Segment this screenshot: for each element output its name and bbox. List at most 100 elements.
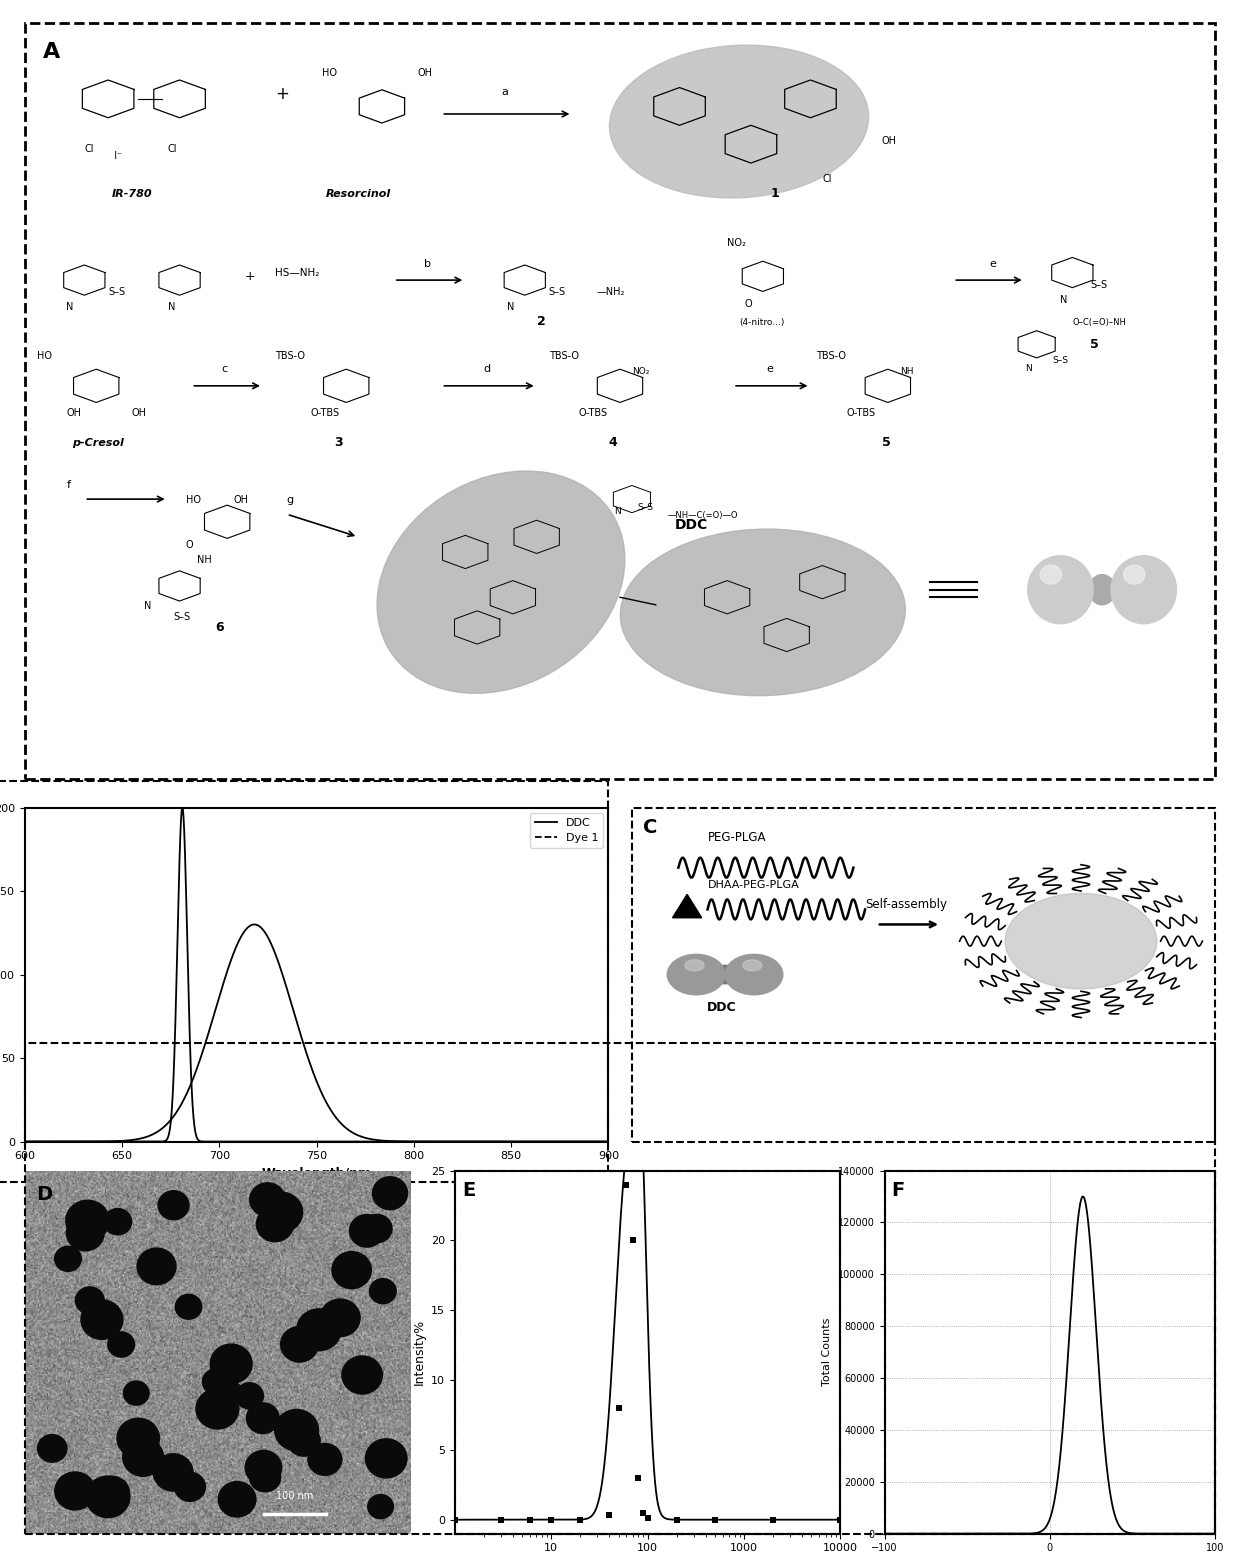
Text: c: c — [221, 364, 227, 374]
Text: S–S: S–S — [174, 612, 191, 621]
Text: b: b — [424, 258, 430, 268]
Ellipse shape — [1040, 565, 1061, 584]
Point — [609, 1395, 629, 1420]
Point — [831, 1507, 851, 1532]
Text: p-Cresol: p-Cresol — [72, 438, 124, 448]
Text: 5: 5 — [1090, 338, 1099, 350]
Dye 1 — [47, 1132, 62, 1151]
Text: HS—NH₂: HS—NH₂ — [275, 268, 319, 279]
Text: S–S: S–S — [1090, 280, 1107, 290]
Point — [570, 1507, 590, 1532]
Text: DDC: DDC — [675, 518, 708, 532]
Circle shape — [280, 1327, 319, 1362]
Text: O-TBS: O-TBS — [578, 408, 608, 417]
Circle shape — [108, 1331, 134, 1358]
Point — [491, 1507, 511, 1532]
Circle shape — [257, 1207, 294, 1241]
Circle shape — [211, 1344, 252, 1384]
Circle shape — [247, 1403, 279, 1434]
Text: S–S: S–S — [548, 286, 565, 297]
Text: Cl: Cl — [822, 174, 832, 184]
Ellipse shape — [684, 959, 704, 972]
Circle shape — [216, 1381, 243, 1408]
Text: NH: NH — [197, 556, 212, 565]
Text: 100 nm: 100 nm — [277, 1492, 314, 1501]
Circle shape — [218, 1482, 255, 1517]
Point — [599, 1503, 619, 1527]
Circle shape — [274, 1409, 319, 1451]
Polygon shape — [672, 894, 702, 917]
Text: C: C — [644, 817, 657, 836]
Circle shape — [202, 1369, 231, 1395]
Point — [706, 1507, 725, 1532]
Text: I⁻: I⁻ — [108, 151, 123, 162]
Circle shape — [66, 1200, 109, 1241]
DDC — [47, 1132, 62, 1151]
Legend: DDC, Dye 1: DDC, Dye 1 — [531, 813, 603, 847]
Text: OH: OH — [418, 69, 433, 78]
DDC — [584, 1132, 599, 1151]
Text: N: N — [507, 302, 515, 313]
Text: Cl: Cl — [84, 143, 94, 154]
Text: Self-assembly: Self-assembly — [866, 898, 947, 911]
Text: Resorcinol: Resorcinol — [325, 188, 391, 199]
Text: NO₂: NO₂ — [727, 238, 746, 248]
Circle shape — [117, 1418, 160, 1459]
Text: S–S: S–S — [108, 286, 125, 297]
Ellipse shape — [1089, 575, 1115, 604]
Ellipse shape — [743, 959, 761, 972]
Ellipse shape — [1006, 894, 1157, 989]
Point — [616, 1172, 636, 1197]
Circle shape — [260, 1193, 303, 1233]
Text: 2: 2 — [537, 316, 546, 329]
Text: 5: 5 — [882, 436, 890, 450]
DDC — [584, 1132, 599, 1151]
Circle shape — [368, 1495, 393, 1518]
Line: Dye 1: Dye 1 — [25, 808, 609, 1141]
Text: IR-780: IR-780 — [112, 188, 153, 199]
Ellipse shape — [712, 965, 738, 984]
Circle shape — [124, 1381, 149, 1404]
Text: +: + — [275, 86, 289, 103]
Circle shape — [159, 1191, 188, 1219]
Ellipse shape — [1028, 556, 1094, 624]
Circle shape — [154, 1454, 193, 1492]
Text: f: f — [67, 480, 71, 490]
Circle shape — [104, 1208, 131, 1235]
Dye 1 — [601, 1132, 616, 1151]
Circle shape — [308, 1443, 342, 1476]
Circle shape — [236, 1383, 263, 1409]
Text: S–S: S–S — [637, 503, 653, 512]
Text: —NH—C(=O)—O: —NH—C(=O)—O — [667, 511, 738, 520]
Circle shape — [332, 1252, 371, 1289]
Point — [541, 1507, 560, 1532]
Text: 1: 1 — [770, 187, 779, 199]
Text: F: F — [892, 1182, 904, 1200]
Text: O: O — [186, 540, 193, 550]
Text: TBS-O: TBS-O — [275, 352, 305, 361]
Text: O-TBS: O-TBS — [310, 408, 340, 417]
Dye 1 — [175, 799, 190, 817]
Circle shape — [138, 1249, 176, 1285]
Ellipse shape — [1123, 565, 1145, 584]
Text: +: + — [246, 269, 255, 283]
X-axis label: Wavelength/nm: Wavelength/nm — [262, 1166, 372, 1180]
Circle shape — [76, 1288, 104, 1314]
Point — [637, 1506, 657, 1531]
Text: 3: 3 — [335, 436, 343, 450]
DDC — [17, 1132, 32, 1151]
Text: DHAA-PEG-PLGA: DHAA-PEG-PLGA — [708, 880, 800, 889]
Text: OH: OH — [131, 408, 146, 417]
DDC — [477, 1132, 492, 1151]
Text: D: D — [36, 1185, 52, 1204]
Circle shape — [37, 1434, 67, 1462]
Circle shape — [123, 1439, 164, 1476]
Text: TBS-O: TBS-O — [548, 352, 579, 361]
Bar — [884, 1171, 1215, 1534]
Text: OH: OH — [233, 495, 248, 504]
Dye 1 — [584, 1132, 599, 1151]
Point — [445, 1507, 465, 1532]
Y-axis label: Total Counts: Total Counts — [822, 1317, 832, 1386]
Text: O-TBS: O-TBS — [846, 408, 875, 417]
Text: OH: OH — [67, 408, 82, 417]
